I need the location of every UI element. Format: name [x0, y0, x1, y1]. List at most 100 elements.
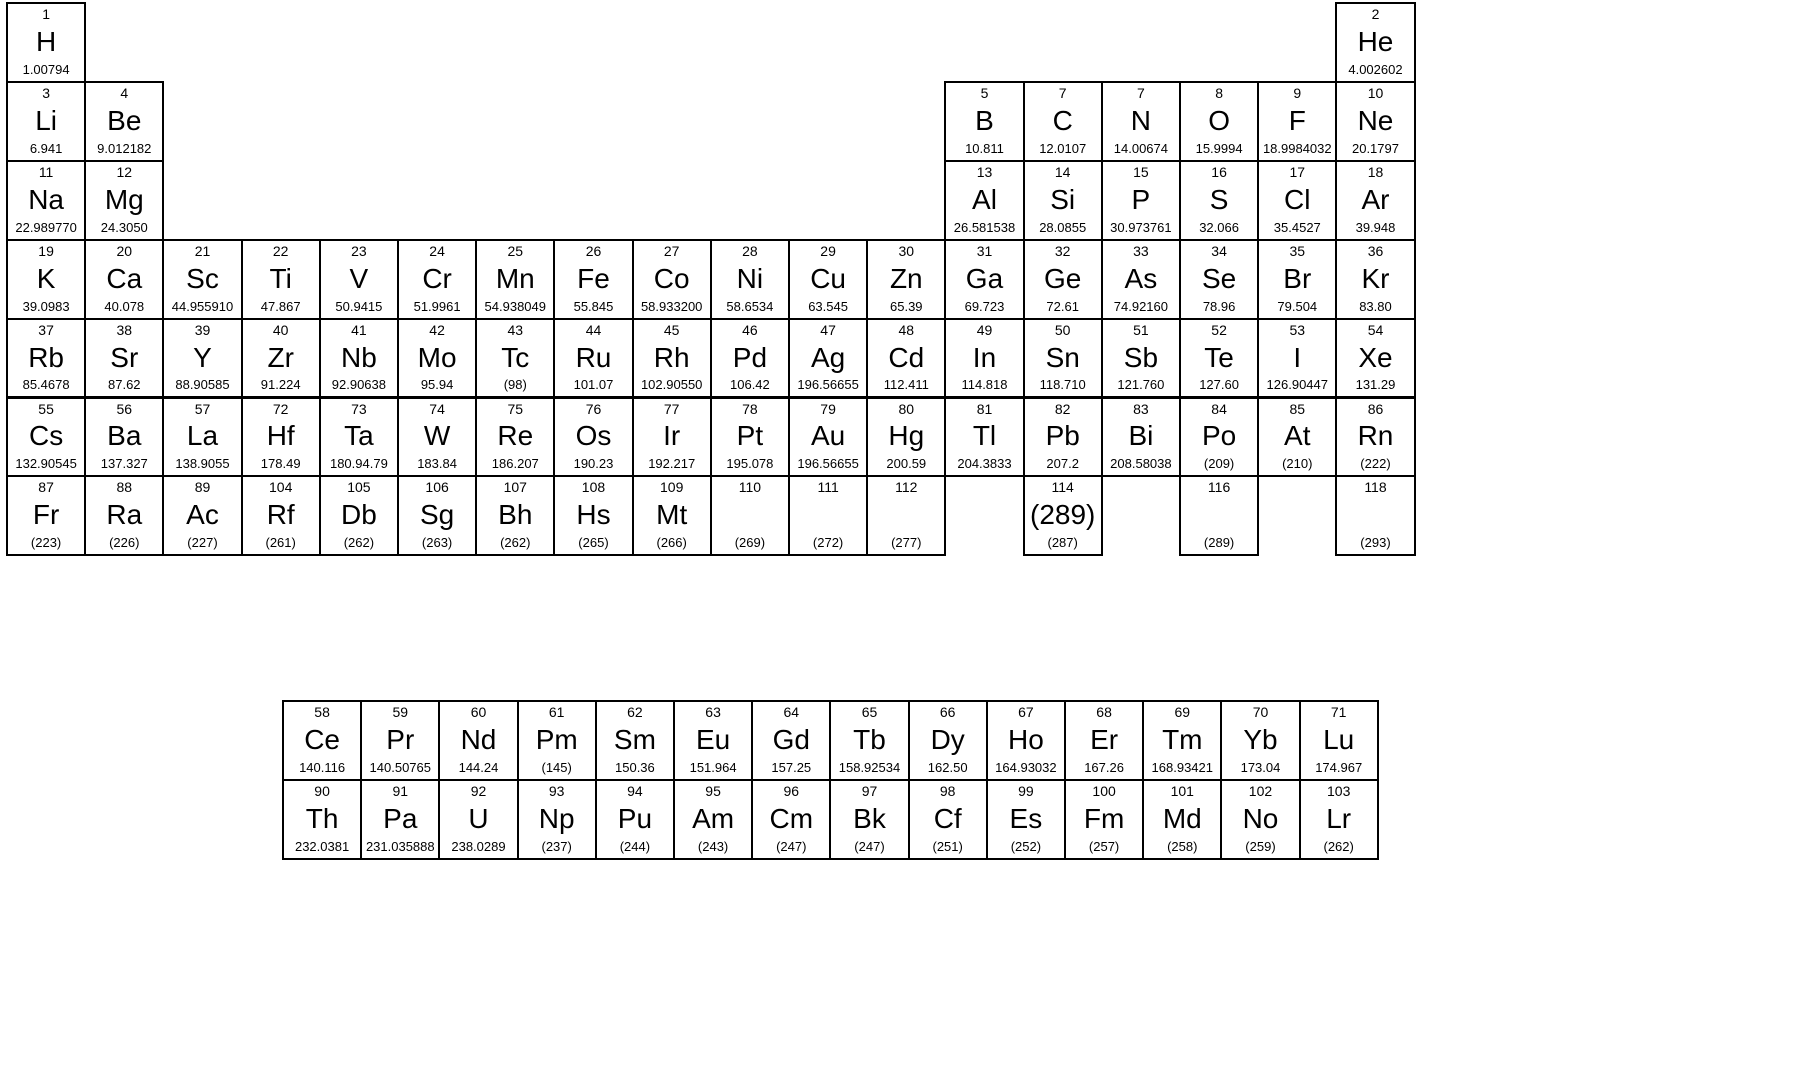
element-symbol: I	[1293, 343, 1301, 373]
element-symbol: La	[187, 421, 218, 451]
atomic-number: 72	[273, 401, 289, 417]
atomic-mass: 79.504	[1277, 299, 1317, 314]
element-symbol: Sm	[614, 725, 656, 755]
atomic-number: 50	[1055, 322, 1071, 338]
atomic-mass: 167.26	[1084, 760, 1124, 775]
atomic-number: 9	[1293, 85, 1301, 101]
atomic-mass: 88.90585	[175, 377, 229, 392]
atomic-mass: (247)	[854, 839, 884, 854]
element-symbol: Hs	[576, 500, 610, 530]
atomic-mass: 192.217	[648, 456, 695, 471]
element-symbol: Ta	[344, 421, 374, 451]
atomic-number: 1	[42, 6, 50, 22]
atomic-mass: 55.845	[574, 299, 614, 314]
element-symbol: Nb	[341, 343, 377, 373]
atomic-mass: 190.23	[574, 456, 614, 471]
element-symbol: Pt	[737, 421, 763, 451]
atomic-number: 5	[981, 85, 989, 101]
element-cell-(289): 114(289)(287)	[1023, 475, 1103, 556]
element-cell-Ti: 22Ti47.867	[241, 239, 321, 320]
element-cell-Dy: 66Dy162.50	[908, 700, 988, 781]
atomic-number: 49	[977, 322, 993, 338]
atomic-mass: (263)	[422, 535, 452, 550]
atomic-mass: 238.0289	[451, 839, 505, 854]
element-cell-Pt: 78Pt195.078	[710, 397, 790, 478]
element-cell-Te: 52Te127.60	[1179, 318, 1259, 399]
atomic-number: 35	[1289, 243, 1305, 259]
atomic-mass: 32.066	[1199, 220, 1239, 235]
element-symbol: O	[1208, 106, 1230, 136]
element-symbol: Rh	[654, 343, 690, 373]
element-symbol: Co	[654, 264, 690, 294]
element-cell-Rb: 37Rb85.4678	[6, 318, 86, 399]
element-cell-112: 112(277)	[866, 475, 946, 556]
atomic-mass: (262)	[500, 535, 530, 550]
atomic-number: 61	[549, 704, 565, 720]
atomic-mass: (262)	[1324, 839, 1354, 854]
element-symbol: Rn	[1358, 421, 1394, 451]
atomic-number: 17	[1289, 164, 1305, 180]
atomic-mass: 174.967	[1315, 760, 1362, 775]
element-cell-Tc: 43Tc(98)	[475, 318, 555, 399]
element-symbol: Cf	[934, 804, 962, 834]
element-cell-At: 85At(210)	[1257, 397, 1337, 478]
atomic-number: 118	[1364, 479, 1386, 495]
atomic-number: 109	[660, 479, 683, 495]
atomic-mass: 47.867	[261, 299, 301, 314]
element-symbol: K	[37, 264, 56, 294]
element-symbol: Te	[1204, 343, 1234, 373]
element-cell-O: 8O15.9994	[1179, 81, 1259, 162]
atomic-mass: (237)	[542, 839, 572, 854]
atomic-mass: 126.90447	[1267, 377, 1328, 392]
element-cell-Rh: 45Rh102.90550	[632, 318, 712, 399]
atomic-number: 32	[1055, 243, 1071, 259]
element-cell-Ta: 73Ta180.94.79	[319, 397, 399, 478]
atomic-mass: 50.9415	[335, 299, 382, 314]
atomic-number: 111	[817, 479, 838, 495]
element-symbol: Hf	[267, 421, 295, 451]
atomic-number: 83	[1133, 401, 1149, 417]
element-cell-S: 16S32.066	[1179, 160, 1259, 241]
periodic-table: 1H1.007942He4.0026023Li6.9414Be9.0121825…	[0, 0, 1794, 1066]
atomic-number: 26	[586, 243, 602, 259]
atomic-number: 33	[1133, 243, 1149, 259]
element-symbol: Ar	[1361, 185, 1389, 215]
atomic-number: 2	[1372, 6, 1380, 22]
atomic-number: 76	[586, 401, 602, 417]
atomic-number: 103	[1327, 783, 1350, 799]
element-symbol: Cs	[29, 421, 63, 451]
element-cell-Bi: 83Bi208.58038	[1101, 397, 1181, 478]
element-symbol: Rb	[28, 343, 64, 373]
element-cell-Mt: 109Mt(266)	[632, 475, 712, 556]
atomic-number: 11	[39, 164, 54, 180]
atomic-mass: 101.07	[574, 377, 614, 392]
element-cell-Yb: 70Yb173.04	[1220, 700, 1300, 781]
atomic-mass: 40.078	[104, 299, 144, 314]
element-cell-Sb: 51Sb121.760	[1101, 318, 1181, 399]
atomic-mass: 112.411	[884, 377, 929, 392]
element-symbol: Cm	[770, 804, 814, 834]
element-symbol: H	[36, 27, 56, 57]
element-symbol: Br	[1283, 264, 1311, 294]
atomic-mass: 137.327	[101, 456, 148, 471]
atomic-number: 4	[120, 85, 128, 101]
atomic-number: 18	[1368, 164, 1384, 180]
element-cell-Cm: 96Cm(247)	[751, 779, 831, 860]
atomic-number: 97	[862, 783, 878, 799]
atomic-number: 88	[116, 479, 132, 495]
element-symbol: Ba	[107, 421, 141, 451]
element-cell-Co: 27Co58.933200	[632, 239, 712, 320]
element-cell-Tb: 65Tb158.92534	[829, 700, 909, 781]
atomic-number: 12	[116, 164, 132, 180]
element-symbol: He	[1358, 27, 1394, 57]
element-cell-As: 33As74.92160	[1101, 239, 1181, 320]
atomic-number: 90	[314, 783, 330, 799]
element-cell-Fr: 87Fr(223)	[6, 475, 86, 556]
element-cell-Cf: 98Cf(251)	[908, 779, 988, 860]
atomic-mass: 164.93032	[995, 760, 1056, 775]
element-symbol: Ca	[106, 264, 142, 294]
atomic-mass: (247)	[776, 839, 806, 854]
element-cell-Ce: 58Ce140.116	[282, 700, 362, 781]
atomic-mass: 51.9961	[414, 299, 461, 314]
element-cell-Cd: 48Cd112.411	[866, 318, 946, 399]
